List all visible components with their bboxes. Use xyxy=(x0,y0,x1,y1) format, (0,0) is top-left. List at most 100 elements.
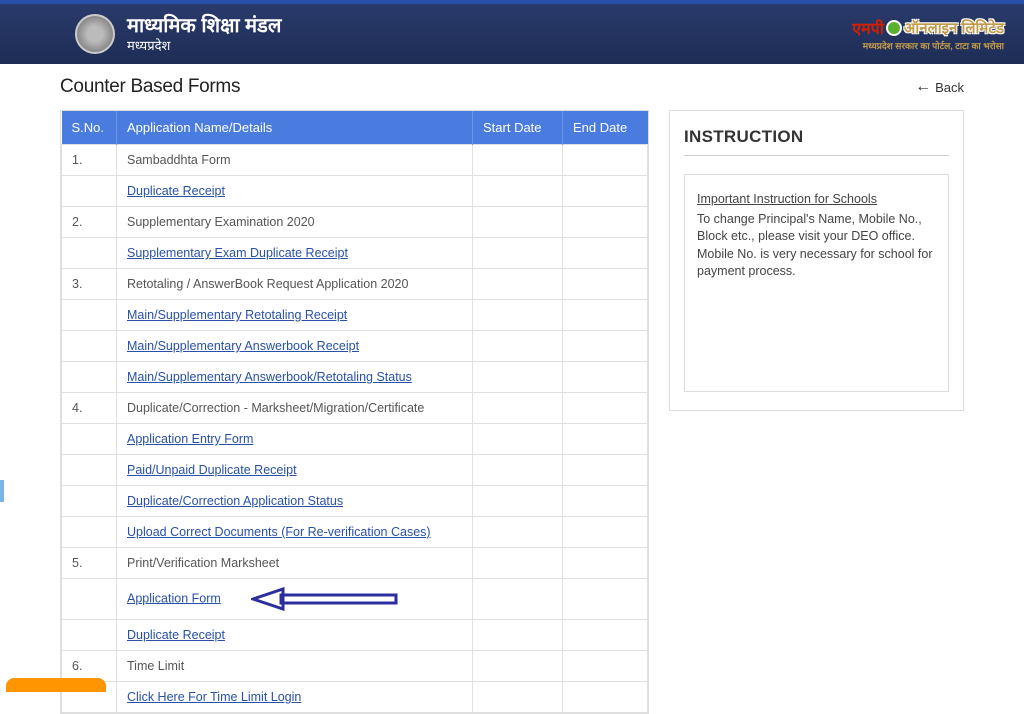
mponline-dot-icon xyxy=(886,20,902,36)
cell-end-date xyxy=(563,362,648,393)
cell-sno: 4. xyxy=(62,393,117,424)
application-link[interactable]: Main/Supplementary Answerbook/Retotaling… xyxy=(127,370,412,384)
mponline-logo: एमपी ऑनलाइन लिमिटेड मध्यप्रदेश सरकार का … xyxy=(852,17,1004,52)
cell-end-date xyxy=(563,145,648,176)
cell-sno xyxy=(62,424,117,455)
cell-end-date xyxy=(563,393,648,424)
cell-end-date xyxy=(563,238,648,269)
instruction-panel: INSTRUCTION Important Instruction for Sc… xyxy=(669,110,964,411)
application-link[interactable]: Application Entry Form xyxy=(127,432,253,446)
cell-application-name: Duplicate/Correction Application Status xyxy=(117,486,473,517)
table-row: 1.Sambaddhta Form xyxy=(62,145,648,176)
cell-end-date xyxy=(563,269,648,300)
application-link[interactable]: Click Here For Time Limit Login xyxy=(127,690,301,704)
cell-sno xyxy=(62,238,117,269)
application-link[interactable]: Duplicate Receipt xyxy=(127,628,225,642)
cell-end-date xyxy=(563,682,648,713)
cell-sno xyxy=(62,579,117,620)
table-row: Paid/Unpaid Duplicate Receipt xyxy=(62,455,648,486)
table-row: Main/Supplementary Answerbook Receipt xyxy=(62,331,648,362)
table-row: 5.Print/Verification Marksheet xyxy=(62,548,648,579)
cell-application-name: Time Limit xyxy=(117,651,473,682)
application-link[interactable]: Application Form xyxy=(127,591,221,605)
instruction-heading: Important Instruction for Schools xyxy=(697,191,936,209)
cell-sno xyxy=(62,300,117,331)
cell-end-date xyxy=(563,300,648,331)
table-row: 4.Duplicate/Correction - Marksheet/Migra… xyxy=(62,393,648,424)
cell-application-name: Paid/Unpaid Duplicate Receipt xyxy=(117,455,473,486)
cell-application-name: Retotaling / AnswerBook Request Applicat… xyxy=(117,269,473,300)
cell-start-date xyxy=(473,620,563,651)
cell-start-date xyxy=(473,579,563,620)
application-link[interactable]: Duplicate Receipt xyxy=(127,184,225,198)
cell-end-date xyxy=(563,517,648,548)
instruction-box: Important Instruction for Schools To cha… xyxy=(684,174,949,392)
instruction-body: To change Principal's Name, Mobile No., … xyxy=(697,212,933,279)
table-row: 2.Supplementary Examination 2020 xyxy=(62,207,648,238)
cell-application-name: Click Here For Time Limit Login xyxy=(117,682,473,713)
table-row: Upload Correct Documents (For Re-verific… xyxy=(62,517,648,548)
header-title-sub: मध्यप्रदेश xyxy=(127,38,281,54)
cell-start-date xyxy=(473,331,563,362)
cell-sno xyxy=(62,517,117,548)
cell-sno xyxy=(62,455,117,486)
forms-table: S.No. Application Name/Details Start Dat… xyxy=(61,111,648,713)
table-row: Click Here For Time Limit Login xyxy=(62,682,648,713)
cell-sno: 5. xyxy=(62,548,117,579)
application-link[interactable]: Duplicate/Correction Application Status xyxy=(127,494,343,508)
mponline-text-right: ऑनलाइन लिमिटेड xyxy=(904,18,1004,38)
application-link[interactable]: Supplementary Exam Duplicate Receipt xyxy=(127,246,348,260)
cell-start-date xyxy=(473,176,563,207)
header-title-block: माध्यमिक शिक्षा मंडल मध्यप्रदेश xyxy=(127,14,281,54)
cell-end-date xyxy=(563,455,648,486)
cell-end-date xyxy=(563,424,648,455)
cell-end-date xyxy=(563,176,648,207)
table-row: Supplementary Exam Duplicate Receipt xyxy=(62,238,648,269)
table-row: Main/Supplementary Answerbook/Retotaling… xyxy=(62,362,648,393)
cell-application-name: Application Form xyxy=(117,579,473,620)
cell-application-name: Supplementary Exam Duplicate Receipt xyxy=(117,238,473,269)
cell-end-date xyxy=(563,207,648,238)
cell-sno xyxy=(62,362,117,393)
cell-start-date xyxy=(473,238,563,269)
board-emblem-logo xyxy=(75,14,115,54)
pointer-arrow-icon xyxy=(251,587,401,611)
application-link[interactable]: Main/Supplementary Answerbook Receipt xyxy=(127,339,359,353)
application-link[interactable]: Paid/Unpaid Duplicate Receipt xyxy=(127,463,297,477)
cell-application-name: Sambaddhta Form xyxy=(117,145,473,176)
cell-sno: 3. xyxy=(62,269,117,300)
th-start-date: Start Date xyxy=(473,111,563,145)
cell-sno: 1. xyxy=(62,145,117,176)
forms-table-container: S.No. Application Name/Details Start Dat… xyxy=(60,110,649,714)
cell-application-name: Duplicate Receipt xyxy=(117,176,473,207)
cell-start-date xyxy=(473,145,563,176)
cell-start-date xyxy=(473,651,563,682)
cell-end-date xyxy=(563,651,648,682)
cell-start-date xyxy=(473,300,563,331)
cell-start-date xyxy=(473,548,563,579)
cell-start-date xyxy=(473,207,563,238)
table-row: Duplicate/Correction Application Status xyxy=(62,486,648,517)
cell-sno: 6. xyxy=(62,651,117,682)
cell-start-date xyxy=(473,362,563,393)
application-link[interactable]: Upload Correct Documents (For Re-verific… xyxy=(127,525,431,539)
cell-application-name: Duplicate/Correction - Marksheet/Migrati… xyxy=(117,393,473,424)
instruction-title: INSTRUCTION xyxy=(684,127,949,156)
cell-sno xyxy=(62,620,117,651)
bottom-orange-tab[interactable] xyxy=(6,678,106,692)
cell-end-date xyxy=(563,620,648,651)
application-link[interactable]: Main/Supplementary Retotaling Receipt xyxy=(127,308,347,322)
cell-start-date xyxy=(473,393,563,424)
back-link[interactable]: ← Back xyxy=(915,78,964,96)
cell-start-date xyxy=(473,517,563,548)
site-header: माध्यमिक शिक्षा मंडल मध्यप्रदेश एमपी ऑनल… xyxy=(0,0,1024,64)
th-sno: S.No. xyxy=(62,111,117,145)
th-name: Application Name/Details xyxy=(117,111,473,145)
side-blue-tab[interactable] xyxy=(0,480,4,502)
mponline-tagline: मध्यप्रदेश सरकार का पोर्टल, टाटा का भरोस… xyxy=(863,39,1004,52)
header-left: माध्यमिक शिक्षा मंडल मध्यप्रदेश xyxy=(75,14,281,54)
cell-end-date xyxy=(563,486,648,517)
table-row: Main/Supplementary Retotaling Receipt xyxy=(62,300,648,331)
cell-application-name: Supplementary Examination 2020 xyxy=(117,207,473,238)
table-row: 3.Retotaling / AnswerBook Request Applic… xyxy=(62,269,648,300)
